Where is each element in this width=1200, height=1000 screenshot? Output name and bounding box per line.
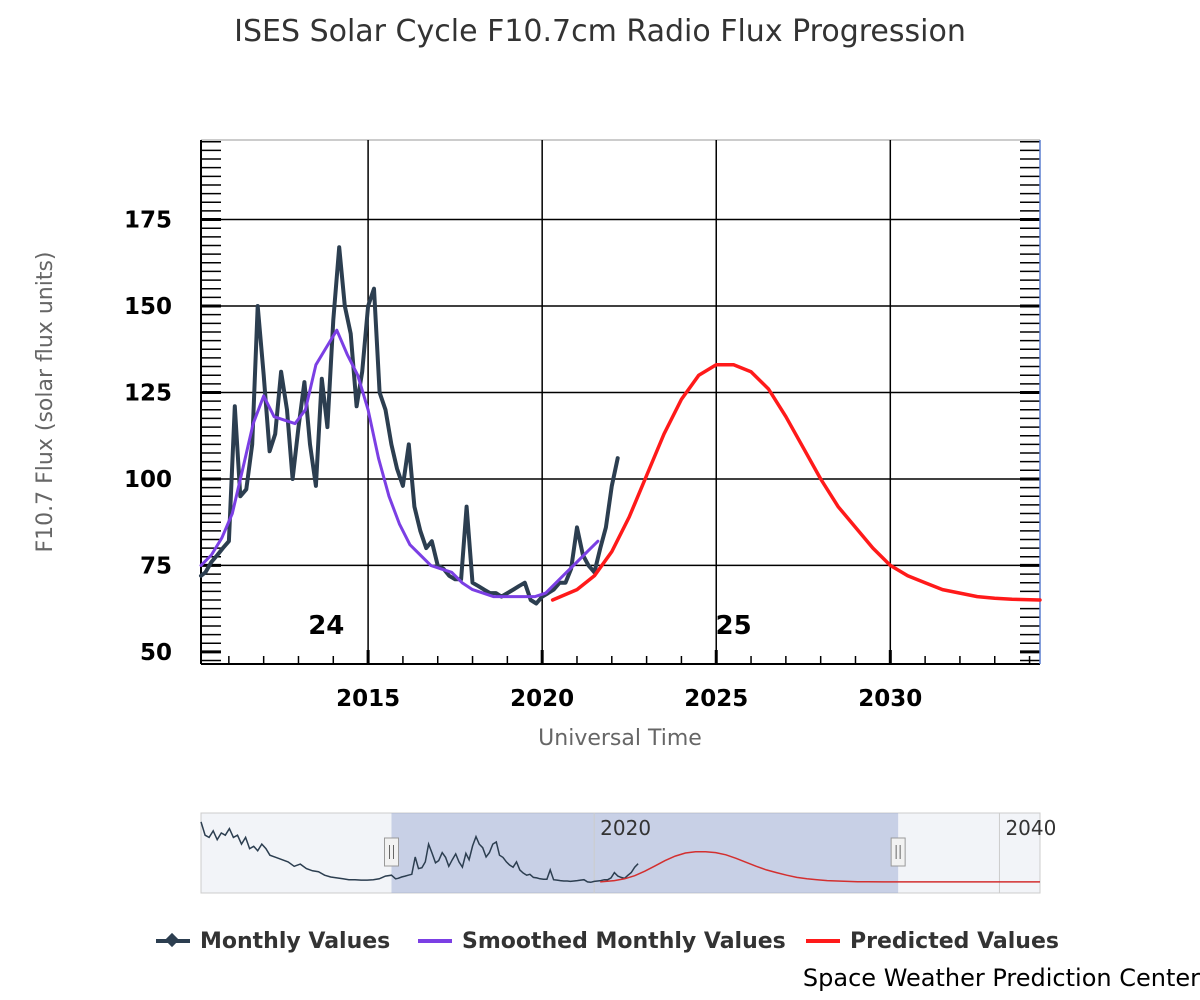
y-tick-label: 100	[124, 467, 172, 493]
y-axis-title: F10.7 Flux (solar flux units)	[33, 252, 58, 553]
y-tick-label: 125	[124, 380, 172, 406]
credit-label: Space Weather Prediction Center	[802, 964, 1200, 992]
x-tick-label: 2015	[336, 686, 400, 712]
navigator-right-handle-body	[890, 837, 906, 867]
smoothed-values-legend-icon	[418, 931, 454, 951]
legend-item-smoothed-monthly-values[interactable]: Smoothed Monthly Values	[418, 924, 786, 958]
y-tick-label: 75	[140, 553, 172, 579]
x-axis-title: Universal Time	[538, 726, 702, 751]
y-tick-label: 150	[124, 294, 172, 320]
legend-label-monthly-values: Monthly Values	[200, 928, 391, 954]
navigator[interactable]: 2020 2040	[200, 812, 1056, 894]
cycle-label: 24	[308, 611, 344, 641]
x-tick-label: 2025	[684, 686, 748, 712]
navigator-tick-label: 2040	[1005, 816, 1056, 840]
cycle-label: 25	[716, 611, 752, 641]
plot-series	[199, 245, 1042, 606]
navigator-left-handle[interactable]	[383, 837, 399, 867]
x-tick-label: 2020	[510, 686, 574, 712]
y-tick-label: 175	[124, 208, 172, 234]
legend-item-predicted-values[interactable]: Predicted Values	[806, 924, 1059, 958]
x-tick-label: 2030	[858, 686, 922, 712]
series-line-smoothed-monthly-values	[199, 328, 600, 599]
navigator-series-predicted	[600, 850, 1040, 883]
legend-item-monthly-values[interactable]: Monthly Values	[156, 924, 390, 958]
plot-labels: 50 75 100 125 150 175 2015 2020 2025 2030 24 25	[124, 208, 922, 712]
navigator-right-handle[interactable]	[890, 837, 906, 867]
navigator-tick-label: 2020	[600, 816, 651, 840]
monthly-values-legend-icon	[156, 931, 192, 951]
navigator-series-monthly	[200, 821, 639, 884]
predicted-values-legend-icon	[806, 931, 842, 951]
legend-label-smoothed-monthly-values: Smoothed Monthly Values	[462, 928, 786, 954]
plot-grid	[200, 139, 1041, 665]
legend: Monthly Values Smoothed Monthly Values P…	[0, 924, 1200, 958]
series-line-predicted-values	[550, 363, 1042, 602]
chart-title: ISES Solar Cycle F10.7cm Radio Flux Prog…	[234, 14, 966, 49]
navigator-left-handle-body	[383, 837, 399, 867]
series-line-monthly-values	[199, 245, 620, 606]
plot-background	[201, 140, 1040, 664]
legend-label-predicted-values: Predicted Values	[850, 928, 1059, 954]
y-tick-label: 50	[140, 640, 172, 666]
